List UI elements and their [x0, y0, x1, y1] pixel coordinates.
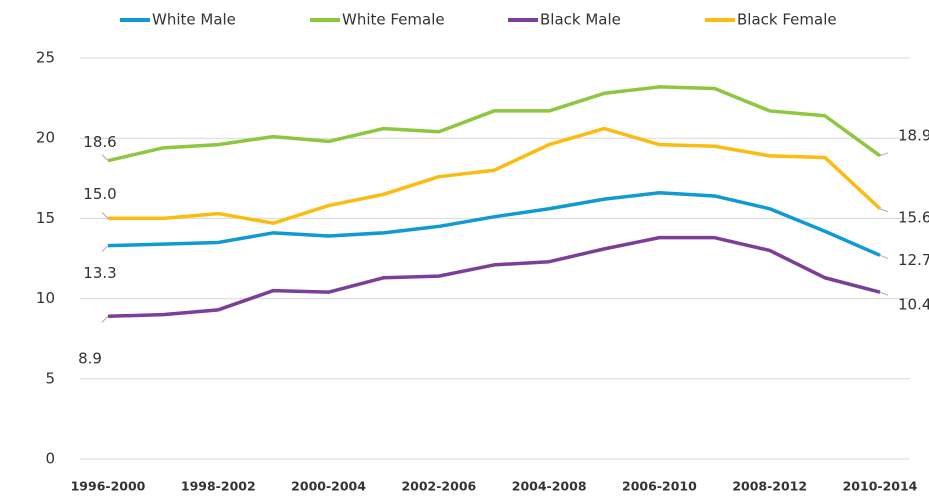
series-line [107, 85, 882, 163]
series-line [107, 235, 881, 318]
leader-line [101, 245, 109, 253]
x-tick-label: 2006-2010 [622, 479, 697, 494]
data-label: 10.4 [898, 296, 929, 314]
data-label: 8.9 [78, 350, 102, 368]
leader-line [879, 208, 889, 213]
data-label: 18.6 [83, 133, 116, 151]
legend-label: Black Female [737, 11, 837, 29]
leader-line [879, 152, 889, 157]
legend-label: Black Male [540, 11, 621, 29]
y-tick-label: 10 [36, 289, 55, 307]
x-tick-label: 1998-2002 [181, 479, 256, 494]
x-tick-label: 2004-2008 [512, 479, 587, 494]
x-tick-label: 2000-2004 [291, 479, 366, 494]
x-tick-label: 2010-2014 [843, 479, 918, 494]
series-line [108, 126, 882, 225]
data-label: 15.0 [83, 185, 116, 203]
x-tick-label: 1996-2000 [71, 479, 146, 494]
y-tick-label: 15 [36, 209, 55, 227]
legend-label: White Female [342, 11, 445, 29]
y-tick-label: 0 [45, 450, 55, 468]
x-tick-label: 2002-2006 [401, 479, 476, 494]
x-tick-label: 2008-2012 [732, 479, 807, 494]
leader-line [101, 212, 109, 219]
leader-line [101, 315, 109, 323]
leader-line [879, 254, 889, 259]
y-tick-label: 20 [36, 129, 55, 147]
leader-line [101, 154, 109, 162]
series-line [107, 190, 881, 257]
leader-line [879, 291, 889, 296]
data-label: 13.3 [83, 264, 116, 282]
data-label: 18.9 [898, 126, 929, 144]
data-label: 12.7 [898, 251, 929, 269]
y-tick-label: 5 [45, 369, 55, 387]
data-label: 15.6 [898, 208, 929, 226]
y-tick-label: 25 [36, 49, 55, 67]
legend-label: White Male [152, 11, 236, 29]
